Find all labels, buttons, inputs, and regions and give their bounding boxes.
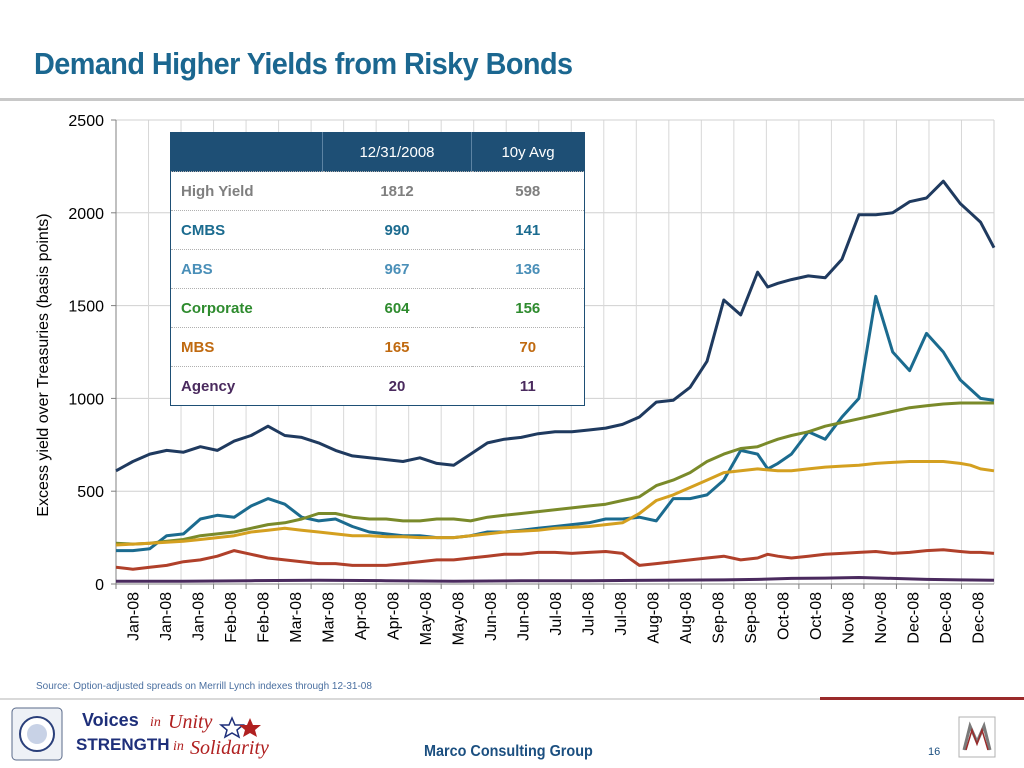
row-name: MBS	[170, 327, 323, 367]
x-tick-label: Oct-08	[808, 592, 825, 640]
x-tick-label: Jun-08	[483, 592, 500, 641]
x-tick-label: Sep-08	[711, 592, 728, 644]
chart-series-lines	[115, 179, 996, 583]
row-name: ABS	[170, 249, 323, 289]
y-tick-label: 2500	[68, 113, 104, 130]
x-tick-label: Jan-08	[190, 592, 207, 641]
x-tick-label: Jun-08	[515, 592, 532, 641]
table-row: CMBS 990 141	[170, 210, 585, 250]
x-tick-label: Oct-08	[776, 592, 793, 640]
row-avg: 141	[471, 210, 585, 250]
page-title: Demand Higher Yields from Risky Bonds	[34, 46, 573, 81]
y-tick-label: 2000	[68, 206, 104, 223]
table-row: Agency 20 11	[170, 366, 585, 406]
x-tick-label: Dec-08	[906, 592, 923, 644]
row-avg: 598	[471, 171, 585, 211]
logo-word-voices: Voices	[82, 710, 139, 730]
series-line-corporate	[115, 401, 994, 546]
row-avg: 11	[471, 366, 585, 406]
logo-word-in-1: in	[150, 715, 161, 730]
x-tick-label: Jul-08	[581, 592, 598, 636]
source-note: Source: Option-adjusted spreads on Merri…	[36, 681, 372, 692]
x-tick-label: Dec-08	[938, 592, 955, 644]
row-name: Corporate	[170, 288, 323, 328]
x-tick-label: Aug-08	[678, 592, 695, 644]
x-tick-label: Mar-08	[288, 592, 305, 643]
x-tick-label: Sep-08	[743, 592, 760, 644]
footer-divider	[0, 698, 820, 700]
x-tick-label: Jan-08	[158, 592, 175, 641]
y-tick-label: 0	[95, 577, 104, 594]
table-row: MBS 165 70	[170, 327, 585, 367]
star-icon	[218, 716, 246, 739]
chart-axes	[111, 119, 994, 589]
table-row: ABS 967 136	[170, 249, 585, 289]
row-avg: 70	[471, 327, 585, 367]
row-2008: 990	[322, 210, 472, 250]
x-tick-label: Jul-08	[613, 592, 630, 636]
x-tick-label: Feb-08	[223, 592, 240, 643]
x-tick-label: May-08	[450, 592, 467, 645]
x-tick-label: Jul-08	[548, 592, 565, 636]
x-tick-label: Aug-08	[646, 592, 663, 644]
x-tick-label: Nov-08	[841, 592, 858, 644]
row-avg: 156	[471, 288, 585, 328]
series-line-cmbs	[116, 294, 995, 553]
row-name: CMBS	[170, 210, 323, 250]
x-tick-label: Feb-08	[255, 592, 272, 643]
x-tick-label: May-08	[418, 592, 435, 645]
x-tick-label: Apr-08	[385, 592, 402, 640]
company-name: Marco Consulting Group	[424, 743, 593, 760]
footer-accent-bar	[820, 697, 1024, 700]
series-line-mbs	[115, 548, 995, 571]
y-tick-labels: 0 500 1000 1500 2000 2500	[68, 113, 104, 594]
x-tick-label: Mar-08	[320, 592, 337, 643]
logo-word-strength: STRENGTH	[76, 735, 170, 754]
title-divider	[0, 98, 1024, 101]
row-2008: 165	[322, 327, 472, 367]
series-line-high-yield	[115, 179, 996, 473]
y-tick-label: 500	[77, 484, 104, 501]
x-tick-label: Jan-08	[125, 592, 142, 641]
y-tick-label: 1500	[68, 299, 104, 316]
x-tick-label: Nov-08	[873, 592, 890, 644]
row-name: High Yield	[170, 171, 323, 211]
row-2008: 20	[322, 366, 472, 406]
row-2008: 604	[322, 288, 472, 328]
table-header-blank	[170, 132, 323, 172]
star-icon	[239, 718, 261, 737]
table-row: High Yield 1812 598	[170, 171, 585, 211]
logo-word-in-2: in	[173, 739, 184, 754]
union-logo: Voices in Unity STRENGTH in Solidarity	[11, 707, 269, 761]
company-logo	[958, 716, 996, 758]
row-2008: 1812	[322, 171, 472, 211]
logo-word-solidarity: Solidarity	[190, 737, 269, 759]
table-row: Corporate 604 156	[170, 288, 585, 328]
x-tick-label: Dec-08	[971, 592, 988, 644]
series-line-abs	[115, 460, 995, 547]
logo-word-unity: Unity	[168, 711, 213, 733]
table-header-row: 12/31/2008 10y Avg	[170, 132, 585, 172]
table-header-2008: 12/31/2008	[322, 132, 472, 172]
page-number: 16	[928, 746, 941, 758]
table-header-avg: 10y Avg	[471, 132, 585, 172]
row-avg: 136	[471, 249, 585, 289]
row-2008: 967	[322, 249, 472, 289]
row-name: Agency	[170, 366, 323, 406]
series-line-agency	[116, 576, 995, 583]
y-tick-label: 1000	[68, 391, 104, 408]
x-tick-labels: Jan-08 Jan-08 Jan-08 Feb-08 Feb-08 Mar-08 Mar-…	[125, 592, 987, 645]
x-tick-label: Apr-08	[353, 592, 370, 640]
spread-table: 12/31/2008 10y Avg High Yield 1812 598 CMB…	[170, 132, 585, 406]
